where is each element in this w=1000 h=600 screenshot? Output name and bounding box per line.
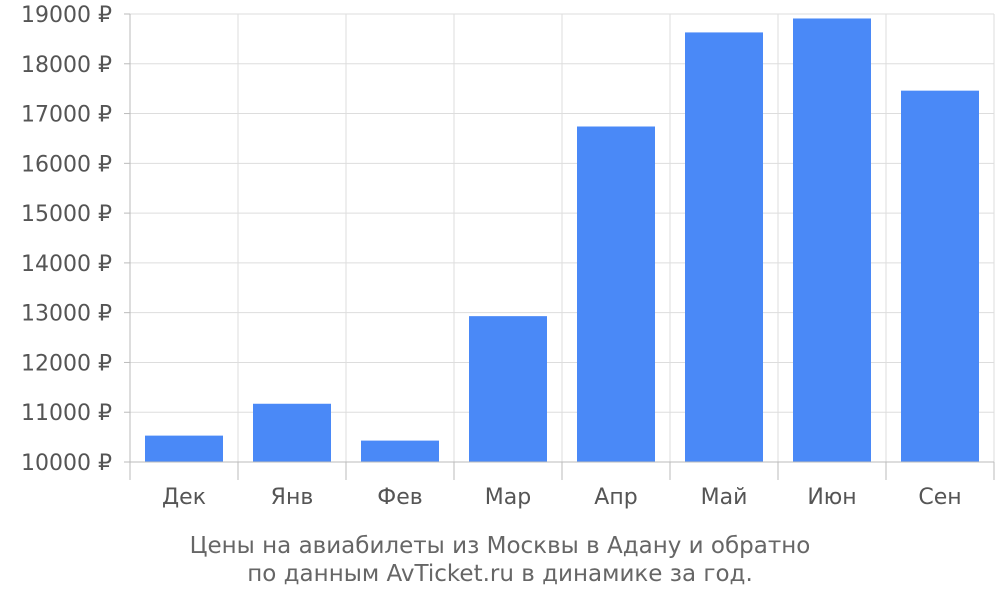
bar-6	[793, 18, 871, 462]
bar-0	[145, 435, 223, 462]
x-tick-label: Фев	[377, 485, 422, 510]
y-tick-label: 12000 ₽	[21, 351, 112, 376]
bar-4	[577, 126, 655, 463]
bar-1	[253, 403, 331, 462]
bar-3	[469, 316, 547, 462]
x-tick-label: Июн	[807, 485, 856, 510]
caption-line-1: Цены на авиабилеты из Москвы в Адану и о…	[189, 533, 811, 559]
x-axis-ticks: Дек Янв Фев Мар Апр Май Июн Сен	[129, 462, 995, 510]
x-tick-label: Янв	[271, 485, 314, 510]
bars	[145, 18, 979, 463]
y-tick-label: 10000 ₽	[21, 451, 112, 476]
grid-lines	[130, 13, 995, 463]
y-axis-ticks: 10000 ₽ 11000 ₽ 12000 ₽ 13000 ₽ 14000 ₽ 15000…	[21, 3, 130, 476]
y-tick-label: 11000 ₽	[21, 401, 112, 426]
y-tick-label: 19000 ₽	[21, 3, 112, 28]
x-tick-label: Мар	[485, 485, 531, 510]
y-tick-label: 16000 ₽	[21, 152, 112, 177]
x-tick-label: Дек	[162, 485, 206, 510]
bar-2	[361, 440, 439, 462]
bar-chart: 10000 ₽ 11000 ₽ 12000 ₽ 13000 ₽ 14000 ₽ 15000…	[21, 3, 995, 510]
y-tick-label: 15000 ₽	[21, 202, 112, 227]
x-tick-label: Сен	[918, 485, 961, 510]
x-tick-label: Май	[701, 485, 748, 510]
x-tick-label: Апр	[594, 485, 637, 510]
chart-caption: Цены на авиабилеты из Москвы в Адану и о…	[0, 532, 1000, 588]
y-tick-label: 18000 ₽	[21, 53, 112, 78]
caption-line-2: по данным AvTicket.ru в динамике за год.	[247, 561, 753, 587]
bar-5	[685, 32, 763, 462]
y-tick-label: 17000 ₽	[21, 103, 112, 128]
bar-7	[901, 90, 979, 462]
y-tick-label: 14000 ₽	[21, 252, 112, 277]
y-tick-label: 13000 ₽	[21, 302, 112, 327]
